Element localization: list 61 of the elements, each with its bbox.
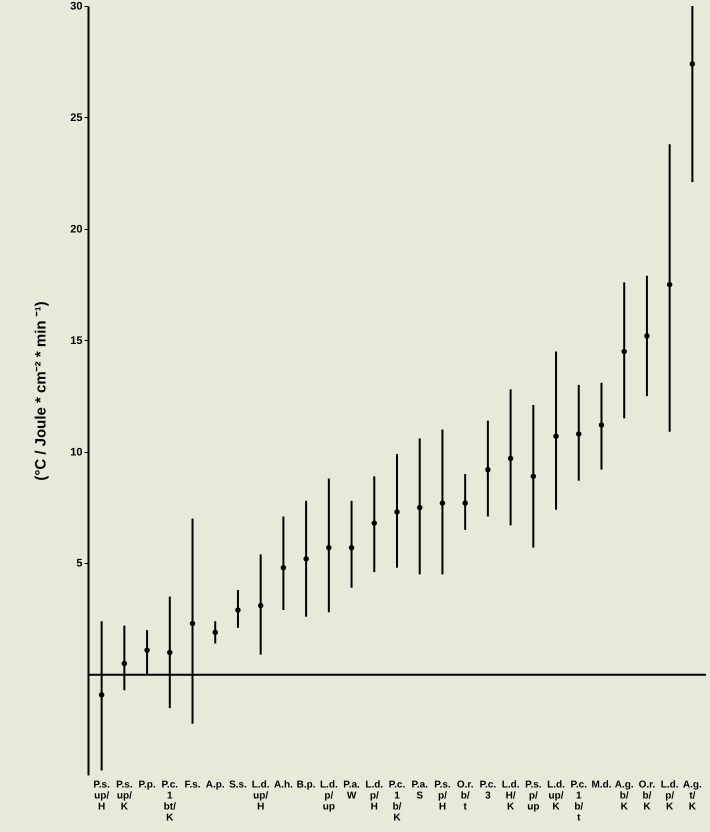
x-tick-label: L.d. p/ up bbox=[320, 780, 338, 812]
x-tick-label: A.g. b/ K bbox=[614, 780, 634, 812]
x-tick-label: L.d. up/ H bbox=[252, 780, 270, 812]
point bbox=[462, 500, 468, 506]
x-tick-label: P.s. p/ H bbox=[434, 780, 451, 812]
point bbox=[258, 602, 264, 608]
point bbox=[508, 456, 514, 462]
point bbox=[576, 431, 582, 437]
point bbox=[98, 692, 104, 698]
x-tick-label: P.c. 1 bt/ K bbox=[162, 780, 178, 824]
point bbox=[440, 500, 446, 506]
x-tick-label: P.p. bbox=[138, 780, 156, 790]
x-tick-label: P.c. 1 b/ K bbox=[388, 780, 406, 824]
x-tick-label: P.s. p/ up bbox=[525, 780, 542, 812]
x-tick-label: P.s. up/ K bbox=[116, 780, 133, 812]
x-tick-label: F.s. bbox=[184, 780, 201, 790]
point bbox=[167, 650, 173, 656]
y-tick-label: 30 bbox=[70, 0, 82, 12]
point bbox=[530, 474, 536, 480]
point bbox=[598, 422, 604, 428]
x-tick-label: A.g. t/ K bbox=[682, 780, 702, 812]
x-tick-label: P.c. 3 bbox=[480, 780, 496, 802]
y-axis-title: (°C / Joule * cm⁻² * min ⁻¹) bbox=[32, 301, 50, 481]
point bbox=[212, 630, 218, 636]
x-tick-label: B.p. bbox=[296, 780, 316, 790]
point bbox=[280, 564, 286, 570]
x-tick-label: L.d. H/ K bbox=[502, 780, 520, 812]
y-tick-label: 5 bbox=[76, 558, 82, 570]
x-tick-label: L.d. p/ H bbox=[365, 780, 384, 812]
point bbox=[348, 544, 354, 550]
point bbox=[235, 607, 241, 613]
x-tick-label: P.s. up/ H bbox=[93, 780, 110, 812]
y-tick-label: 10 bbox=[70, 446, 82, 458]
x-tick-label: A.p. bbox=[206, 780, 225, 790]
point bbox=[190, 620, 196, 626]
point bbox=[122, 660, 128, 666]
x-tick-label: P.a. S bbox=[411, 780, 428, 802]
point bbox=[553, 433, 559, 439]
x-tick-label: P.a. W bbox=[343, 780, 360, 802]
point bbox=[144, 647, 150, 653]
point bbox=[666, 282, 672, 288]
x-tick-label: L.d. p/ K bbox=[660, 780, 679, 812]
x-tick-label: A.h. bbox=[274, 780, 294, 790]
point bbox=[690, 61, 696, 67]
point bbox=[416, 504, 422, 510]
y-tick-label: 15 bbox=[70, 334, 82, 347]
y-tick-label: 20 bbox=[70, 223, 82, 236]
x-tick-label: M.d. bbox=[591, 780, 612, 790]
point bbox=[303, 556, 309, 562]
x-tick-label: S.s. bbox=[229, 780, 248, 790]
x-tick-label: P.c. 1 b/ t bbox=[570, 780, 588, 824]
x-tick-label: O.r. b/ t bbox=[456, 780, 474, 812]
point bbox=[394, 509, 400, 515]
point bbox=[621, 348, 627, 354]
point bbox=[644, 333, 650, 339]
point bbox=[326, 544, 332, 550]
x-tick-label: O.r. b/ K bbox=[638, 780, 656, 812]
point bbox=[372, 520, 378, 526]
point bbox=[485, 466, 491, 472]
x-tick-label: L.d. up/ K bbox=[547, 780, 566, 812]
y-tick-label: 25 bbox=[70, 112, 82, 124]
